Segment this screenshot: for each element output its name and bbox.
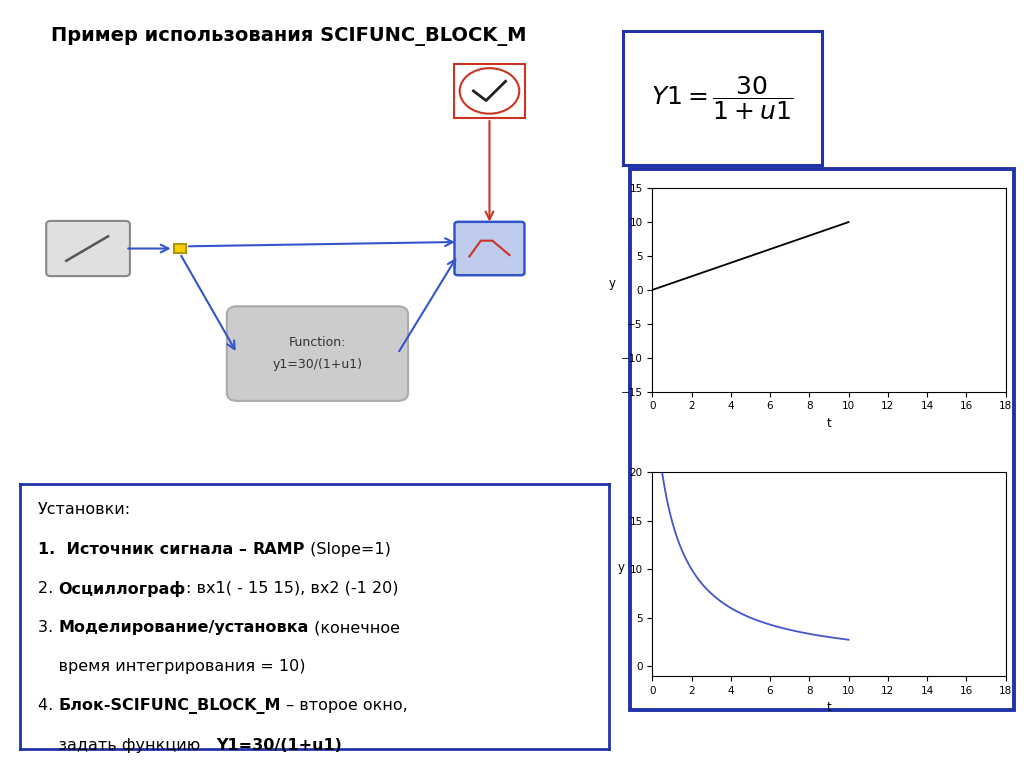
Text: 3.: 3. <box>38 620 58 635</box>
Polygon shape <box>173 243 186 253</box>
Text: – второе окно,: – второе окно, <box>281 698 408 713</box>
Text: задать функцию: задать функцию <box>38 738 216 753</box>
Text: время интегрирования = 10): время интегрирования = 10) <box>38 659 305 674</box>
Text: (Slope=1): (Slope=1) <box>305 541 391 557</box>
Text: Y1=30/(1+u1): Y1=30/(1+u1) <box>216 738 342 753</box>
Y-axis label: y: y <box>617 561 625 574</box>
Text: Установки:: Установки: <box>38 502 131 518</box>
Text: RAMP: RAMP <box>253 541 305 557</box>
FancyBboxPatch shape <box>454 64 525 118</box>
Text: Осциллограф: Осциллограф <box>58 581 185 597</box>
Text: y1=30/(1+u1): y1=30/(1+u1) <box>272 358 362 371</box>
X-axis label: t: t <box>826 417 831 430</box>
FancyBboxPatch shape <box>455 222 524 275</box>
Text: $Y1 = \dfrac{30}{1 + u1}$: $Y1 = \dfrac{30}{1 + u1}$ <box>651 74 794 122</box>
Text: Пример использования SCIFUNC_BLOCK_M: Пример использования SCIFUNC_BLOCK_M <box>51 27 526 46</box>
Text: 2.: 2. <box>38 581 58 596</box>
Y-axis label: y: y <box>608 277 615 290</box>
Text: Блок-SCIFUNC_BLOCK_M: Блок-SCIFUNC_BLOCK_M <box>58 698 281 714</box>
FancyBboxPatch shape <box>227 306 408 401</box>
Text: Моделирование/установка: Моделирование/установка <box>58 620 309 635</box>
Text: : вх1( - 15 15), вх2 (-1 20): : вх1( - 15 15), вх2 (-1 20) <box>185 581 398 596</box>
Circle shape <box>460 68 519 114</box>
Text: 4.: 4. <box>38 698 58 713</box>
X-axis label: t: t <box>826 701 831 714</box>
Text: (конечное: (конечное <box>309 620 399 635</box>
Text: Function:: Function: <box>289 336 346 349</box>
FancyBboxPatch shape <box>46 221 130 276</box>
Text: 1.  Источник сигнала –: 1. Источник сигнала – <box>38 541 253 557</box>
